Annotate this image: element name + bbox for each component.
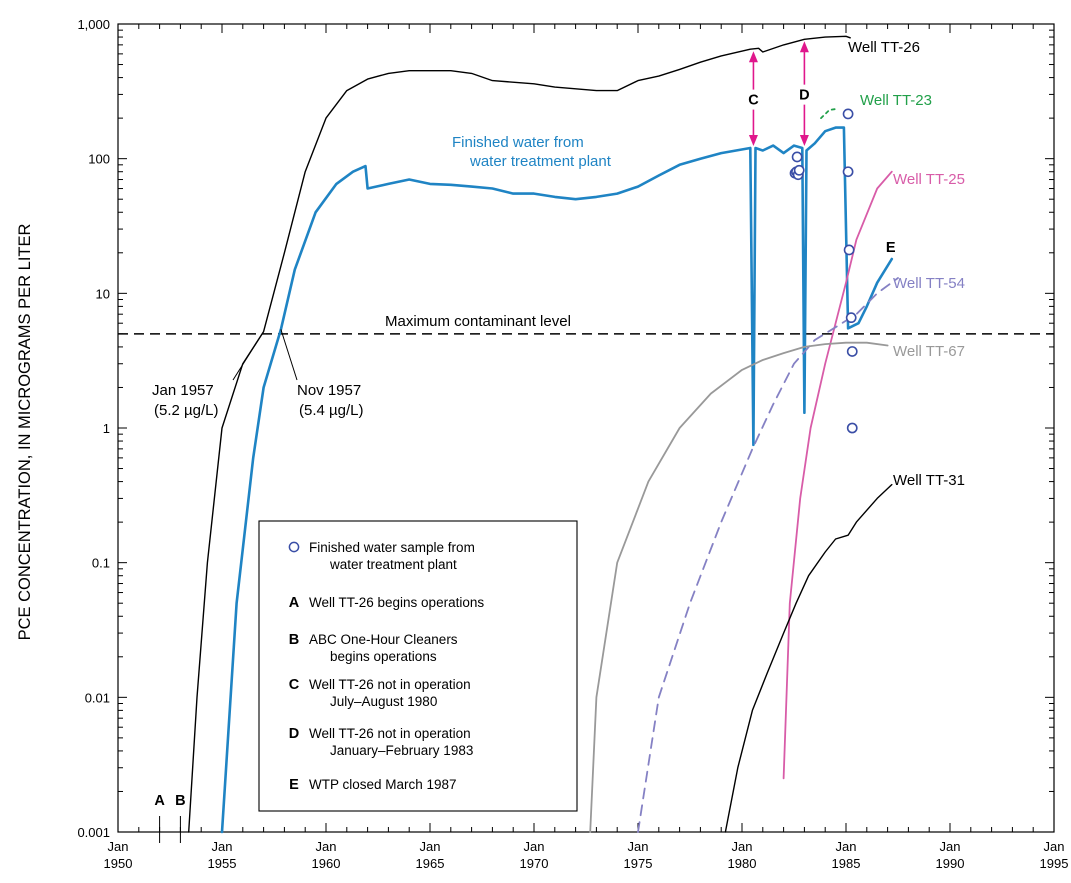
x-tick-label: Jan <box>628 839 649 854</box>
label-well-tt67: Well TT-67 <box>893 343 965 360</box>
legend-item-d-key: D <box>289 726 299 742</box>
marker-d-arrow-head <box>799 41 809 53</box>
label-well-tt23: Well TT-23 <box>860 92 932 109</box>
legend-item-c-text: Well TT-26 not in operation <box>309 677 471 692</box>
marker-d-label-bg <box>795 84 814 105</box>
sample-point <box>793 164 805 176</box>
leader-jan-1957 <box>232 331 265 381</box>
legend-item-e-key: E <box>289 777 299 793</box>
mcl-label: Maximum contaminant level <box>385 313 571 330</box>
legend-item-sample-text: Finished water sample from <box>309 540 475 555</box>
y-tick-label: 0.1 <box>92 556 110 571</box>
x-tick-label: 1965 <box>416 856 445 871</box>
y-axis-label: PCE CONCENTRATION, IN MICROGRAMS PER LIT… <box>16 224 34 641</box>
annotations: Well TT-26 Finished water from water treat… <box>152 39 965 843</box>
series-finished-water-from-water-treatment-plant <box>220 126 894 834</box>
label-well-tt26: Well TT-26 <box>848 39 920 56</box>
legend-item-b-text: ABC One-Hour Cleaners <box>309 632 458 647</box>
legend-sample-symbol <box>288 541 300 553</box>
sample-point <box>846 422 858 434</box>
x-tick-label: 1990 <box>936 856 965 871</box>
legend-item-sample-text: water treatment plant <box>329 557 457 572</box>
marker-d-arrow-head <box>799 135 809 147</box>
x-tick-label: 1980 <box>728 856 757 871</box>
x-tick-label: Jan <box>420 839 441 854</box>
series-well-tt-31 <box>724 483 893 833</box>
marker-a: A <box>154 793 165 809</box>
sample-point <box>846 346 858 357</box>
label-well-tt54: Well TT-54 <box>893 275 965 292</box>
legend-item-b-key: B <box>289 632 299 648</box>
x-tick-label: Jan <box>212 839 233 854</box>
x-tick-label: 1975 <box>624 856 653 871</box>
x-tick-label: Jan <box>940 839 961 854</box>
legend-item-d-text: Well TT-26 not in operation <box>309 726 471 741</box>
legend-item-b-text: begins operations <box>330 649 437 664</box>
sample-point <box>843 244 855 256</box>
y-tick-label: 10 <box>96 286 110 301</box>
marker-e: E <box>886 240 896 256</box>
series-well-tt-23 <box>820 107 839 119</box>
label-well-tt31: Well TT-31 <box>893 472 965 489</box>
legend-box <box>258 520 578 812</box>
x-tick-label: 1955 <box>208 856 237 871</box>
legend-item-c-key: C <box>289 677 300 693</box>
marker-d: D <box>799 88 809 104</box>
series-well-tt-54 <box>637 277 899 833</box>
legend-item-e-text: WTP closed March 1987 <box>309 777 457 792</box>
series-well-tt-67 <box>589 341 889 833</box>
x-tick-label: 1985 <box>832 856 861 871</box>
marker-c-arrow-head <box>748 135 758 147</box>
label-finished-water: water treatment plant <box>469 153 612 170</box>
x-tick-label: Jan <box>732 839 753 854</box>
series-lines: Maximum contaminant level <box>118 35 1054 834</box>
sample-points <box>789 108 858 434</box>
legend: Finished water sample from water treatmen… <box>258 520 578 812</box>
x-tick-label: 1960 <box>312 856 341 871</box>
sample-point <box>791 151 803 163</box>
y-tick-label: 0.01 <box>85 690 110 705</box>
x-tick-label: Jan <box>316 839 337 854</box>
legend-item-a-text: Well TT-26 begins operations <box>309 595 484 610</box>
x-tick-label: Jan <box>836 839 857 854</box>
x-tick-label: 1970 <box>520 856 549 871</box>
sample-point <box>845 312 857 324</box>
y-tick-label: 0.001 <box>77 825 110 840</box>
y-tick-label: 1,000 <box>77 17 110 32</box>
x-tick-label: 1995 <box>1040 856 1069 871</box>
legend-item-d-text: January–February 1983 <box>330 743 473 758</box>
marker-c: C <box>748 93 759 109</box>
annotation-nov-1957: Nov 1957 <box>297 382 361 399</box>
leader-nov-1957 <box>280 329 298 381</box>
series-well-tt-26 <box>188 35 851 833</box>
legend-item-c-text: July–August 1980 <box>330 694 437 709</box>
annotation-jan-1957: Jan 1957 <box>152 382 214 399</box>
x-tick-label: Jan <box>1044 839 1065 854</box>
annotation-jan-1957-value: (5.2 µg/L) <box>154 402 219 419</box>
x-tick-label: Jan <box>524 839 545 854</box>
x-tick-label: Jan <box>108 839 129 854</box>
label-well-tt25: Well TT-25 <box>893 171 965 188</box>
annotation-nov-1957-value: (5.4 µg/L) <box>299 402 364 419</box>
sample-point <box>842 166 854 178</box>
marker-c-arrow-head <box>748 51 758 63</box>
y-tick-label: 100 <box>88 152 110 167</box>
sample-point <box>842 108 854 120</box>
x-tick-label: 1950 <box>104 856 133 871</box>
axes: Jan 1950 Jan 1955 Jan 1960 Jan 1965 Jan 1970 Jan 19… <box>77 17 1068 871</box>
marker-c-label-bg <box>744 89 763 110</box>
label-finished-water: Finished water from <box>452 134 584 151</box>
marker-b: B <box>175 793 185 809</box>
y-tick-label: 1 <box>103 421 110 436</box>
legend-item-a-key: A <box>289 595 300 611</box>
